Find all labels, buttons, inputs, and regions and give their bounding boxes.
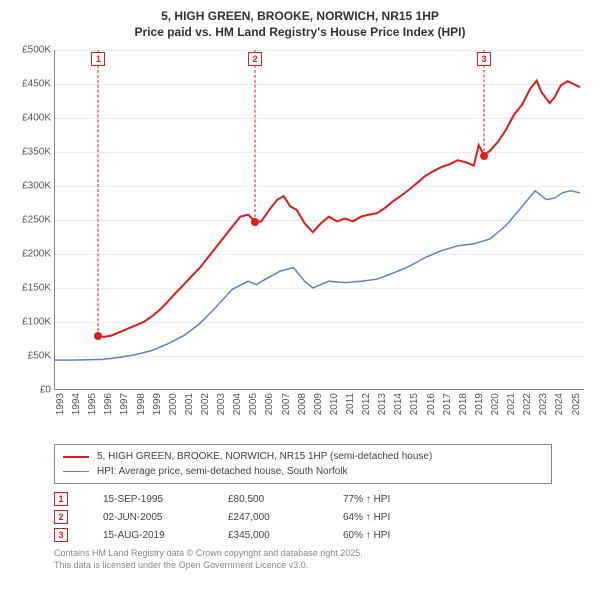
x-tick-label: 2003 xyxy=(216,393,227,415)
sale-row-price: £80,500 xyxy=(228,494,308,505)
sale-row-hpi-delta: 60% ↑ HPI xyxy=(343,530,390,541)
x-tick-label: 2023 xyxy=(538,393,549,415)
y-tick-label: £250K xyxy=(22,215,51,226)
sale-row: 2 02-JUN-2005 £247,000 64% ↑ HPI xyxy=(54,510,590,524)
x-tick-label: 2002 xyxy=(200,393,211,415)
attribution: Contains HM Land Registry data © Crown c… xyxy=(54,548,590,571)
legend-item: HPI: Average price, semi-detached house,… xyxy=(63,464,543,479)
x-tick-label: 2011 xyxy=(345,393,356,415)
x-tick-label: 2006 xyxy=(264,393,275,415)
x-tick-label: 2018 xyxy=(458,393,469,415)
y-tick-label: £0 xyxy=(40,385,51,396)
x-tick-label: 2014 xyxy=(393,393,404,415)
y-tick-label: £400K xyxy=(22,113,51,124)
sale-row-index: 3 xyxy=(54,528,68,542)
sale-row-price: £247,000 xyxy=(228,512,308,523)
series-hpi xyxy=(55,191,580,360)
title-line1: 5, HIGH GREEN, BROOKE, NORWICH, NR15 1HP xyxy=(10,8,590,24)
x-tick-label: 2021 xyxy=(506,393,517,415)
x-tick-label: 2025 xyxy=(571,393,582,415)
x-tick-label: 2015 xyxy=(409,393,420,415)
series-price-paid xyxy=(99,81,581,337)
x-tick-label: 1994 xyxy=(71,393,82,415)
y-tick-label: £300K xyxy=(22,181,51,192)
y-tick-label: £350K xyxy=(22,147,51,158)
chart-title: 5, HIGH GREEN, BROOKE, NORWICH, NR15 1HP… xyxy=(10,8,590,40)
legend: 5, HIGH GREEN, BROOKE, NORWICH, NR15 1HP… xyxy=(54,444,552,484)
sale-row-index: 1 xyxy=(54,492,68,506)
sale-row-date: 02-JUN-2005 xyxy=(103,512,193,523)
x-tick-label: 2016 xyxy=(426,393,437,415)
x-tick-label: 2008 xyxy=(297,393,308,415)
sale-row-date: 15-SEP-1995 xyxy=(103,494,193,505)
chart-area: £0 £50K £100K £150K £200K £250K £300K £350K £400… xyxy=(10,46,590,436)
x-tick-label: 2024 xyxy=(554,393,565,415)
plot-area: £0£50K£100K£150K£200K£250K£300K£350K£400… xyxy=(54,50,584,390)
y-tick-label: £50K xyxy=(28,351,51,362)
sale-row-date: 15-AUG-2019 xyxy=(103,530,193,541)
x-tick-label: 2007 xyxy=(281,393,292,415)
x-tick-label: 1993 xyxy=(55,393,66,415)
legend-label: HPI: Average price, semi-detached house,… xyxy=(97,464,348,479)
x-tick-label: 2010 xyxy=(329,393,340,415)
x-tick-label: 2012 xyxy=(361,393,372,415)
title-line2: Price paid vs. HM Land Registry's House … xyxy=(10,24,590,40)
x-tick-label: 2001 xyxy=(184,393,195,415)
x-tick-label: 2013 xyxy=(377,393,388,415)
sales-table: 1 15-SEP-1995 £80,500 77% ↑ HPI 2 02-JUN-2005… xyxy=(54,492,590,542)
y-tick-label: £200K xyxy=(22,249,51,260)
y-tick-label: £500K xyxy=(22,45,51,56)
sale-row: 3 15-AUG-2019 £345,000 60% ↑ HPI xyxy=(54,528,590,542)
x-tick-label: 1997 xyxy=(119,393,130,415)
sale-row-index: 2 xyxy=(54,510,68,524)
legend-label: 5, HIGH GREEN, BROOKE, NORWICH, NR15 1HP… xyxy=(97,449,432,464)
sale-row-hpi-delta: 64% ↑ HPI xyxy=(343,512,390,523)
x-tick-label: 2009 xyxy=(313,393,324,415)
sale-row-hpi-delta: 77% ↑ HPI xyxy=(343,494,390,505)
x-tick-label: 2005 xyxy=(248,393,259,415)
series-svg xyxy=(55,50,585,390)
x-tick-label: 1998 xyxy=(136,393,147,415)
x-tick-label: 2020 xyxy=(490,393,501,415)
attribution-line1: Contains HM Land Registry data © Crown c… xyxy=(54,548,590,560)
y-tick-label: £100K xyxy=(22,317,51,328)
x-tick-label: 2004 xyxy=(232,393,243,415)
sale-row: 1 15-SEP-1995 £80,500 77% ↑ HPI xyxy=(54,492,590,506)
x-tick-label: 2000 xyxy=(168,393,179,415)
x-tick-label: 2022 xyxy=(522,393,533,415)
x-tick-label: 1995 xyxy=(87,393,98,415)
y-tick-label: £450K xyxy=(22,79,51,90)
legend-swatch xyxy=(63,456,89,458)
x-tick-label: 2019 xyxy=(474,393,485,415)
attribution-line2: This data is licensed under the Open Gov… xyxy=(54,560,590,572)
legend-swatch xyxy=(63,471,89,472)
x-tick-label: 1996 xyxy=(103,393,114,415)
sale-row-price: £345,000 xyxy=(228,530,308,541)
legend-item: 5, HIGH GREEN, BROOKE, NORWICH, NR15 1HP… xyxy=(63,449,543,464)
x-tick-label: 1999 xyxy=(152,393,163,415)
x-tick-label: 2017 xyxy=(442,393,453,415)
y-tick-label: £150K xyxy=(22,283,51,294)
